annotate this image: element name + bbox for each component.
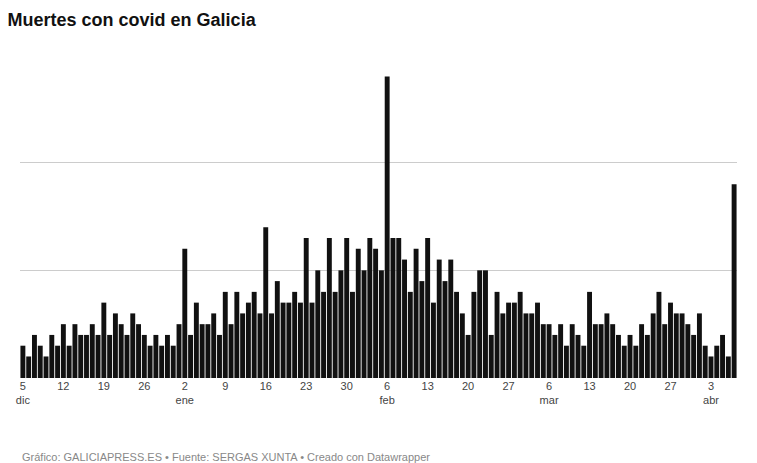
- svg-text:20: 20: [624, 380, 636, 392]
- svg-text:19: 19: [98, 380, 110, 392]
- svg-text:Muertes con covid en Galicia: Muertes con covid en Galicia: [8, 10, 257, 30]
- svg-text:5dic: 5dic: [16, 380, 31, 406]
- svg-text:27: 27: [664, 380, 676, 392]
- svg-text:13: 13: [583, 380, 595, 392]
- svg-text:3abr: 3abr: [703, 380, 719, 406]
- svg-text:Gráfico: GALICIAPRESS.ES • Fue: Gráfico: GALICIAPRESS.ES • Fuente: SERGA…: [22, 451, 430, 463]
- svg-text:26: 26: [138, 380, 150, 392]
- svg-text:16: 16: [260, 380, 272, 392]
- svg-text:12: 12: [57, 380, 69, 392]
- svg-text:2ene: 2ene: [176, 380, 194, 406]
- svg-text:6mar: 6mar: [540, 380, 559, 406]
- svg-text:30: 30: [341, 380, 353, 392]
- svg-text:13: 13: [422, 380, 434, 392]
- svg-text:6feb: 6feb: [380, 380, 395, 406]
- svg-text:23: 23: [300, 380, 312, 392]
- svg-text:27: 27: [502, 380, 514, 392]
- svg-text:20: 20: [462, 380, 474, 392]
- svg-text:9: 9: [222, 380, 228, 392]
